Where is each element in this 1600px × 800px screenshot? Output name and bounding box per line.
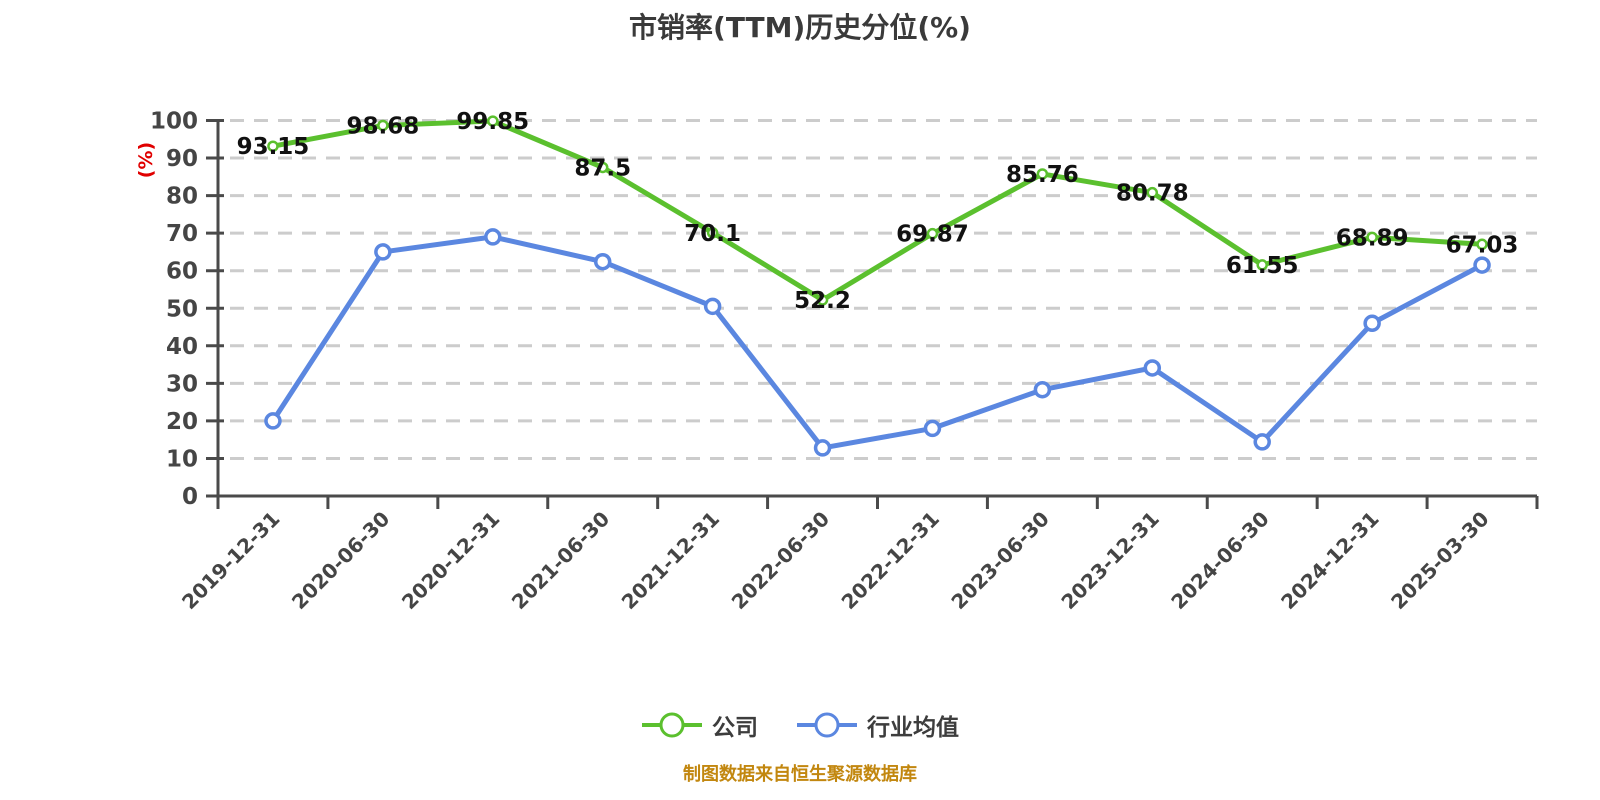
legend-label: 公司 [712,715,758,741]
series-line [270,118,1485,303]
data-point [1036,168,1049,180]
legend-item-company[interactable]: 公司 [641,708,758,742]
data-point [813,439,832,457]
svg-text:2025-03-30: 2025-03-30 [1386,507,1493,614]
data-point [484,228,502,246]
data-point [1473,256,1491,274]
value-label: 68.89 [1336,225,1409,251]
svg-text:2022-12-31: 2022-12-31 [837,507,944,614]
data-point [926,227,939,240]
svg-text:50: 50 [166,296,198,322]
data-point [1033,380,1052,399]
data-point [703,297,722,316]
value-label: 67.03 [1446,232,1519,258]
value-label: 98.68 [346,113,419,139]
svg-text:2021-06-30: 2021-06-30 [507,507,614,614]
data-point [706,227,719,239]
legend-marker-icon [797,712,857,738]
svg-text:2020-12-31: 2020-12-31 [397,507,504,614]
legend: 公司 行业均值 [0,708,1600,742]
value-label: 61.55 [1226,253,1299,279]
legend-marker-icon [642,712,702,738]
svg-text:2020-06-30: 2020-06-30 [287,507,394,614]
legend-label: 行业均值 [867,715,959,741]
svg-text:70: 70 [166,221,198,247]
data-point [1366,231,1378,244]
value-label: 93.15 [237,134,310,160]
source-note: 制图数据来自恒生聚源数据库 [683,764,917,785]
svg-text:100: 100 [150,109,198,135]
data-point [487,115,499,127]
value-label: 99.85 [456,109,529,135]
y-axis-labels: 0 10 20 30 40 50 60 70 80 90 100 [150,109,198,511]
data-point [1143,359,1162,377]
value-label: 69.87 [896,222,969,248]
data-point [1363,314,1381,333]
y-axis-unit-label: (%) [135,142,157,178]
data-point [596,161,609,174]
data-point [377,119,389,132]
x-axis-labels: 2019-12-31 2020-06-30 2020-12-31 2021-06-30… [177,507,1494,614]
svg-text:40: 40 [166,334,198,360]
value-label: 87.5 [574,155,631,181]
svg-text:2019-12-31: 2019-12-31 [177,507,284,614]
gridlines [230,119,1537,460]
data-point [1146,186,1159,199]
svg-text:2023-06-30: 2023-06-30 [946,507,1053,614]
series-公司: 93.15 98.68 99.85 87.5 70.1 52.2 69.87 85.76 80.… [237,109,1519,314]
data-point [1476,238,1488,251]
data-point [593,252,612,271]
series-行业均值 [264,228,1491,457]
data-point [267,140,279,152]
value-label: 70.1 [684,221,741,247]
chart-title: 市销率(TTM)历史分位(%) [629,11,971,44]
value-label: 85.76 [1006,162,1079,188]
data-point [816,294,829,306]
svg-text:90: 90 [166,146,198,172]
svg-text:30: 30 [166,371,198,397]
svg-text:0: 0 [182,484,198,510]
legend-item-industry[interactable]: 行业均值 [796,708,959,742]
series-line [270,234,1485,451]
value-label: 52.2 [794,288,851,314]
value-label: 80.78 [1116,181,1189,207]
svg-text:60: 60 [166,259,198,285]
data-point [1253,433,1271,451]
data-point [923,419,942,438]
svg-text:80: 80 [166,184,198,210]
svg-text:2023-12-31: 2023-12-31 [1056,507,1163,614]
svg-text:10: 10 [166,446,198,472]
svg-text:20: 20 [166,409,198,435]
data-point [1256,259,1268,271]
svg-text:2024-06-30: 2024-06-30 [1166,507,1273,614]
data-point [264,412,282,430]
axes [206,119,1539,509]
svg-text:2024-12-31: 2024-12-31 [1276,507,1383,614]
data-point [374,243,392,261]
svg-text:2021-12-31: 2021-12-31 [617,507,724,614]
svg-text:2022-06-30: 2022-06-30 [727,507,834,614]
